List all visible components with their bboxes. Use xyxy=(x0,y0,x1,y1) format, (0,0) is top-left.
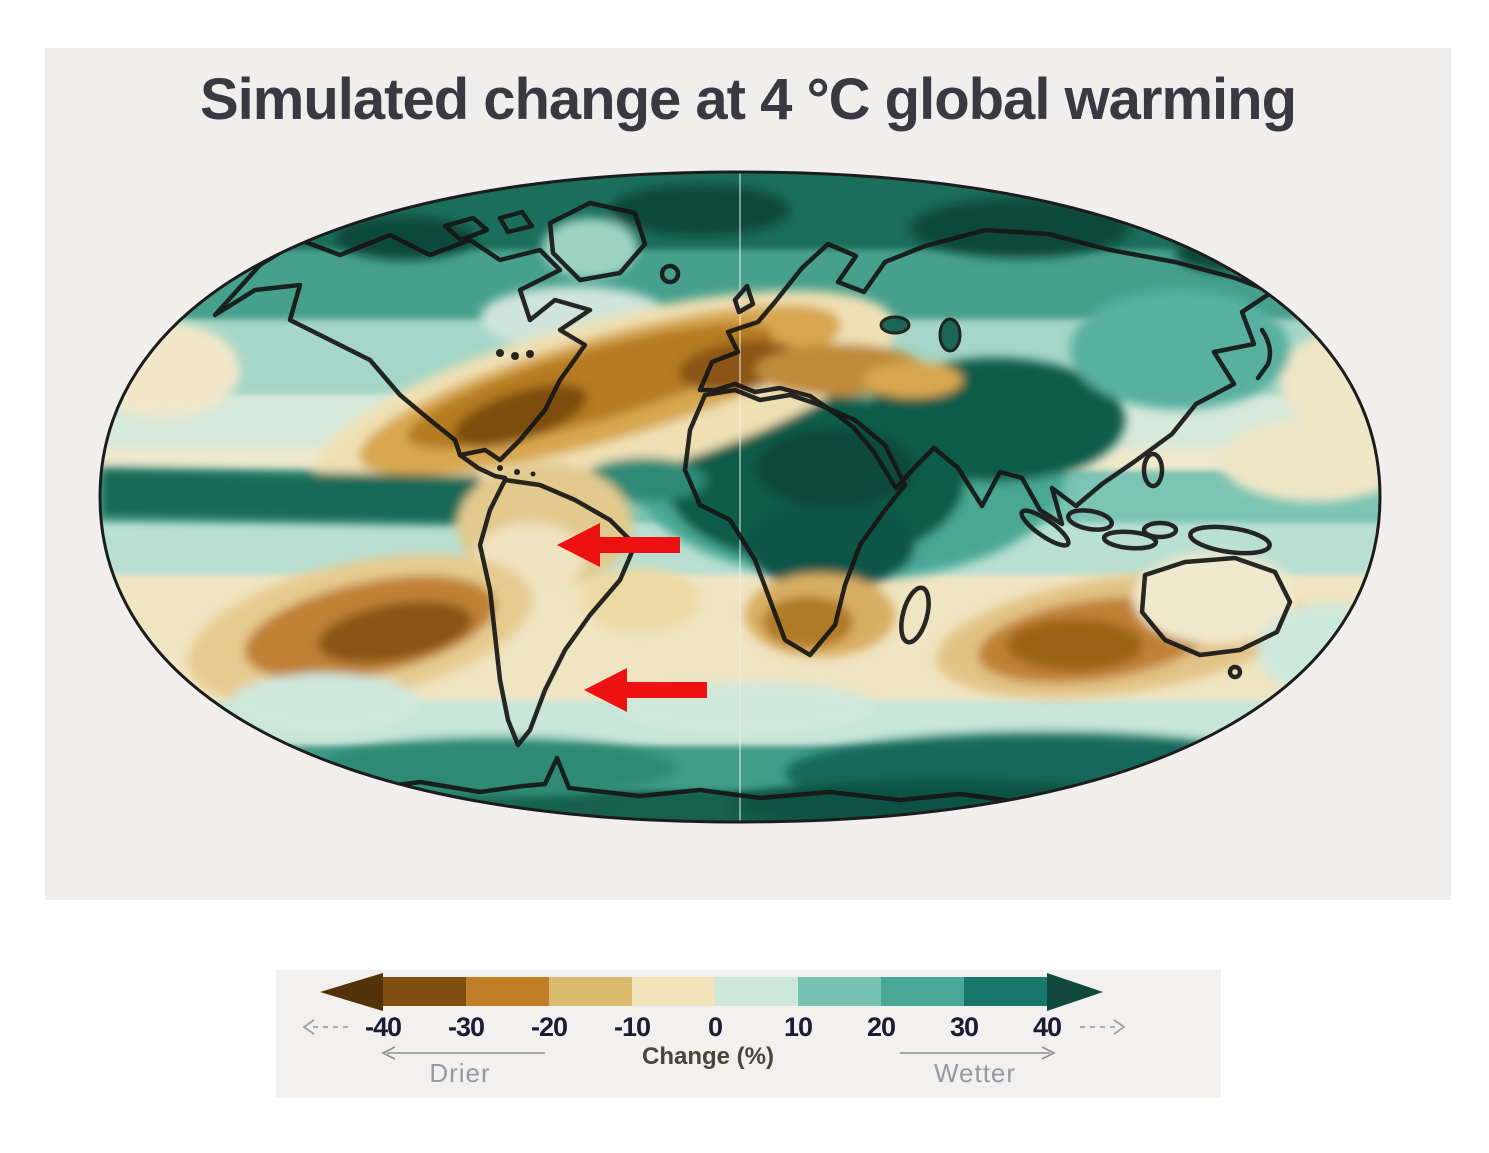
coastline-central-america xyxy=(457,452,508,481)
colorbar-tick-30: 30 xyxy=(949,1012,979,1042)
drier-direction-arrow xyxy=(381,1046,545,1060)
figure-title: Simulated change at 4 °C global warming xyxy=(199,67,1297,132)
annotation-arrow-patagonia xyxy=(584,668,707,712)
coastline-eurasia xyxy=(697,227,1275,527)
colorbar-segments xyxy=(383,977,1047,1006)
coastline-australia xyxy=(1139,555,1293,658)
coastline-arctic-islands xyxy=(442,209,535,243)
wetter-label: Wetter xyxy=(933,1058,1017,1088)
annotation-arrows xyxy=(557,523,707,712)
coastline-antarctica xyxy=(357,755,1083,805)
colorbar-tick-0: 0 xyxy=(707,1012,723,1042)
coastline-madagascar xyxy=(899,585,931,645)
coastline-new-zealand xyxy=(1307,677,1338,723)
caspian-sea xyxy=(938,317,962,353)
map-outline xyxy=(98,170,1382,824)
black-sea xyxy=(879,315,911,335)
colorbar-right-arrowhead xyxy=(1047,973,1103,1011)
colorbar-tick-20: 20 xyxy=(866,1012,896,1042)
wetter-direction-arrow xyxy=(900,1046,1056,1060)
coastline-borneo xyxy=(1066,508,1114,532)
map-panel: Simulated change at 4 °C global warming xyxy=(45,48,1451,900)
colorbar-tick-40: 40 xyxy=(1032,1012,1062,1042)
coastline-iceland xyxy=(659,263,681,285)
drier-label: Drier xyxy=(429,1058,491,1088)
coastline-tasmania xyxy=(1227,664,1243,680)
coastline-sulawesi xyxy=(1141,520,1179,540)
colorbar-tick--20: -20 xyxy=(530,1012,568,1042)
colorbar-tick-10: 10 xyxy=(783,1012,813,1042)
colorbar-panel: -40 -30 -20 -10 0 10 20 30 40 Change (%)… xyxy=(276,970,1221,1098)
caribbean-islands xyxy=(497,465,536,477)
coastline-philippines xyxy=(1141,451,1165,489)
coastline-south-america xyxy=(477,477,638,748)
coastline-north-america xyxy=(212,232,593,463)
coastline-sumatra xyxy=(1019,508,1071,548)
coastline-japan xyxy=(1255,327,1273,381)
coastline-new-guinea xyxy=(1188,524,1272,556)
colorbar-graphic xyxy=(302,973,1126,1060)
coastline-greenland xyxy=(547,200,648,283)
colorbar-tick--10: -10 xyxy=(613,1012,651,1042)
annotation-arrow-amazon xyxy=(557,523,680,567)
world-map xyxy=(98,170,1382,824)
colorbar-tick--30: -30 xyxy=(447,1012,485,1042)
colorbar-tick--40: -40 xyxy=(364,1012,402,1042)
great-lakes xyxy=(496,349,534,360)
colorbar-axis-label: Change (%) xyxy=(642,1043,774,1070)
dashed-extension-arrows xyxy=(302,1019,1126,1035)
coastline-uk xyxy=(732,283,756,315)
colorbar-left-arrowhead xyxy=(320,973,383,1011)
coastline-africa xyxy=(682,387,908,658)
coastline-java xyxy=(1101,529,1159,551)
